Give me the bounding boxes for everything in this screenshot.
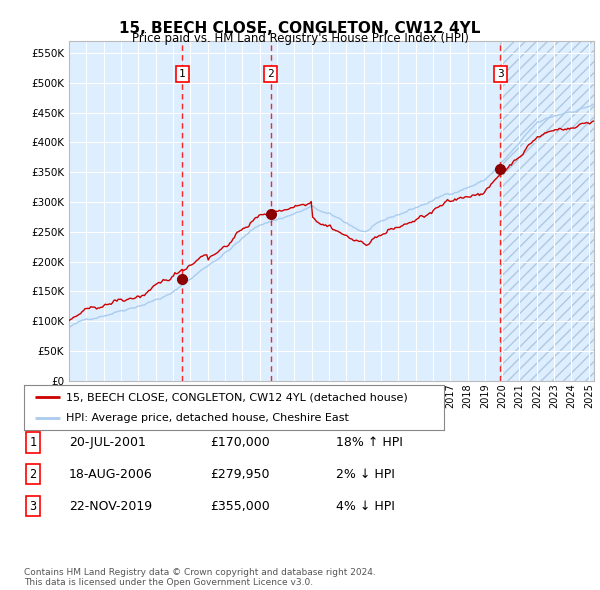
- Text: Contains HM Land Registry data © Crown copyright and database right 2024.
This d: Contains HM Land Registry data © Crown c…: [24, 568, 376, 587]
- Text: 20-JUL-2001: 20-JUL-2001: [69, 436, 146, 449]
- Text: 4% ↓ HPI: 4% ↓ HPI: [336, 500, 395, 513]
- Text: 3: 3: [497, 69, 504, 79]
- Text: 1: 1: [179, 69, 186, 79]
- Text: 2: 2: [29, 468, 37, 481]
- Text: Price paid vs. HM Land Registry's House Price Index (HPI): Price paid vs. HM Land Registry's House …: [131, 32, 469, 45]
- Text: HPI: Average price, detached house, Cheshire East: HPI: Average price, detached house, Ches…: [66, 414, 349, 424]
- Text: £170,000: £170,000: [210, 436, 270, 449]
- Text: £355,000: £355,000: [210, 500, 270, 513]
- Text: 15, BEECH CLOSE, CONGLETON, CW12 4YL: 15, BEECH CLOSE, CONGLETON, CW12 4YL: [119, 21, 481, 35]
- Text: 2% ↓ HPI: 2% ↓ HPI: [336, 468, 395, 481]
- Text: 18% ↑ HPI: 18% ↑ HPI: [336, 436, 403, 449]
- Text: £279,950: £279,950: [210, 468, 269, 481]
- Text: 1: 1: [29, 436, 37, 449]
- Text: 3: 3: [29, 500, 37, 513]
- Text: 2: 2: [267, 69, 274, 79]
- Text: 18-AUG-2006: 18-AUG-2006: [69, 468, 153, 481]
- Text: 22-NOV-2019: 22-NOV-2019: [69, 500, 152, 513]
- Text: 15, BEECH CLOSE, CONGLETON, CW12 4YL (detached house): 15, BEECH CLOSE, CONGLETON, CW12 4YL (de…: [66, 392, 408, 402]
